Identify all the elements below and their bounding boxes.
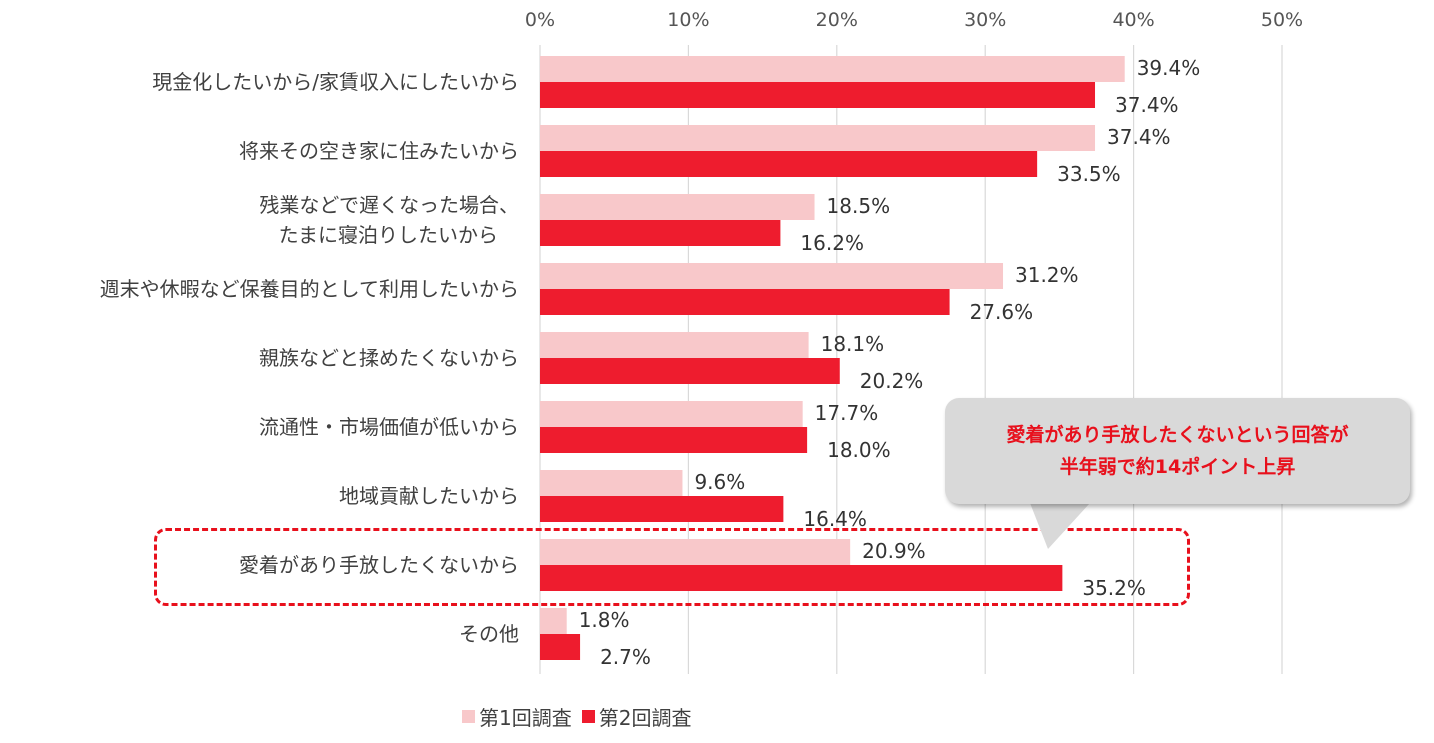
bar-s2-c2	[540, 151, 1038, 177]
value-label-s1-c7: 9.6%	[694, 470, 745, 494]
value-label-s2-c6: 18.0%	[827, 438, 891, 462]
value-label-s1-c1: 39.4%	[1137, 56, 1201, 80]
bar-s2-c7	[540, 496, 784, 522]
value-label-s2-c9: 2.7%	[600, 645, 651, 669]
value-label-s2-c7: 16.4%	[803, 507, 867, 531]
x-tick-label-5: 50%	[1261, 9, 1303, 31]
x-tick-label-1: 10%	[667, 9, 709, 31]
bar-s2-c1	[540, 82, 1096, 108]
x-axis-ticks: 0% 10% 20% 30% 40% 50%	[525, 9, 1303, 31]
legend-swatch-series-1	[462, 710, 475, 723]
value-labels: 39.4% 37.4% 37.4% 33.5% 18.5% 16.2% 31.2% 27.6%…	[579, 56, 1201, 669]
bar-s1-c7	[540, 470, 683, 496]
bar-s2-c9	[540, 634, 581, 660]
category-label-1: 現金化したいから/家賃収入にしたいから	[152, 70, 519, 94]
bar-s1-c1	[540, 56, 1125, 82]
value-label-s1-c3: 18.5%	[827, 194, 891, 218]
value-label-s1-c2: 37.4%	[1107, 125, 1171, 149]
category-label-4: 週末や休暇など保養目的として利用したいから	[100, 277, 519, 301]
legend: 第1回調査 第2回調査	[462, 702, 701, 731]
callout-box: 愛着があり手放したくないという回答が 半年弱で約14ポイント上昇	[945, 398, 1410, 504]
category-label-6: 流通性・市場価値が低いから	[259, 415, 519, 439]
bar-s1-c4	[540, 263, 1004, 289]
category-label-2: 将来その空き家に住みたいから	[239, 139, 519, 163]
bar-s2-c8	[540, 565, 1063, 591]
value-label-s2-c4: 27.6%	[970, 300, 1034, 324]
bar-s2-c5	[540, 358, 840, 384]
category-label-9: その他	[459, 622, 519, 646]
value-label-s2-c3: 16.2%	[800, 231, 864, 255]
legend-swatch-series-2	[581, 710, 595, 723]
value-label-s2-c1: 37.4%	[1115, 93, 1179, 117]
x-tick-label-3: 30%	[964, 9, 1006, 31]
value-label-s2-c2: 33.5%	[1057, 162, 1121, 186]
bar-s1-c5	[540, 332, 809, 358]
value-label-s2-c8: 35.2%	[1082, 576, 1146, 600]
x-tick-label-0: 0%	[525, 9, 555, 31]
x-tick-label-4: 40%	[1112, 9, 1154, 31]
legend-label-series-2: 第2回調査	[598, 706, 692, 730]
value-label-s2-c5: 20.2%	[860, 369, 924, 393]
category-label-5: 親族などと揉めたくないから	[259, 346, 519, 370]
bar-s2-c4	[540, 289, 950, 315]
bar-s1-c6	[540, 401, 803, 427]
bar-s1-c8	[540, 539, 851, 565]
category-label-8: 愛着があり手放したくないから	[239, 553, 519, 577]
callout-tail	[1030, 503, 1090, 549]
category-label-7: 地域貢献したいから	[339, 484, 519, 508]
bar-s1-c3	[540, 194, 815, 220]
callout-line-2: 半年弱で約14ポイント上昇	[1059, 456, 1296, 478]
legend-item-series-1: 第1回調査	[462, 702, 572, 731]
callout-line-1: 愛着があり手放したくないという回答が	[1006, 424, 1349, 446]
bar-s2-c3	[540, 220, 781, 246]
legend-item-series-2: 第2回調査	[581, 702, 692, 731]
bar-s1-c9	[540, 608, 567, 634]
value-label-s1-c5: 18.1%	[821, 332, 885, 356]
bars	[540, 56, 1125, 660]
value-label-s1-c8: 20.9%	[862, 539, 926, 563]
bar-s2-c6	[540, 427, 808, 453]
legend-label-series-1: 第1回調査	[479, 706, 572, 730]
value-label-s1-c4: 31.2%	[1015, 263, 1079, 287]
x-tick-label-2: 20%	[816, 9, 858, 31]
category-label-3: 残業などで遅くなった場合、たまに寝泊りしたいから	[259, 193, 519, 247]
bar-s1-c2	[540, 125, 1096, 151]
highlight-box	[154, 528, 1190, 606]
value-label-s1-c9: 1.8%	[579, 608, 630, 632]
category-labels: 現金化したいから/家賃収入にしたいから将来その空き家に住みたいから残業などで遅く…	[100, 70, 519, 646]
value-label-s1-c6: 17.7%	[815, 401, 879, 425]
